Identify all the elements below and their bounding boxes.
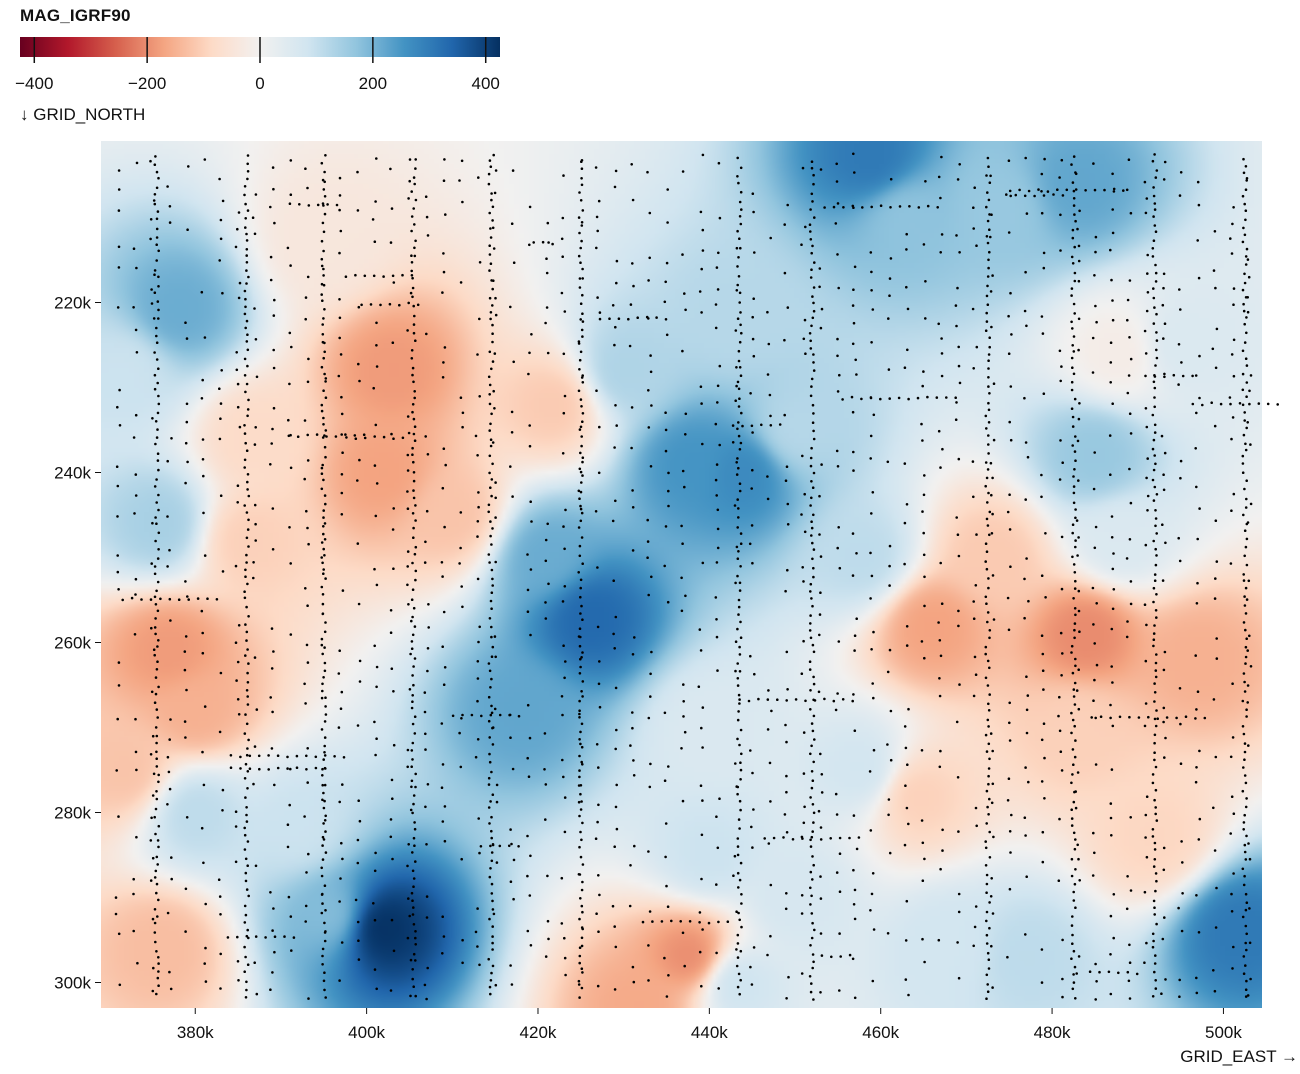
y-tick-label: 280k [54,804,91,823]
colorbar: −400 −200 0 200 400 [15,37,500,93]
colorbar-title: MAG_IGRF90 [20,6,131,25]
x-tick-label: 420k [520,1023,557,1042]
x-tick-label: 380k [177,1023,214,1042]
x-tick-label: 500k [1205,1023,1242,1042]
y-tick-label: 300k [54,974,91,993]
x-tick-label: 460k [862,1023,899,1042]
y-axis: 220k 240k 260k 280k 300k [54,294,101,993]
colorbar-tick-label: 200 [359,74,387,93]
y-tick-label: 240k [54,464,91,483]
colorbar-tick-label: 0 [255,74,264,93]
x-tick-label: 400k [348,1023,385,1042]
y-tick-label: 260k [54,634,91,653]
heatmap-image [101,141,1262,1008]
colorbar-tick-label: −400 [15,74,53,93]
survey-points [114,152,1279,1001]
x-tick-label: 480k [1034,1023,1071,1042]
x-tick-label: 440k [691,1023,728,1042]
survey-point-marks [114,152,1279,1001]
y-tick-label: 220k [54,294,91,313]
colorbar-tick-label: −200 [128,74,166,93]
x-axis-title: GRID_EAST → [1180,1047,1298,1066]
plot-area [101,141,1262,1008]
y-axis-title: ↓ GRID_NORTH [20,105,145,124]
x-axis: 380k 400k 420k 440k 460k 480k 500k [177,1008,1242,1042]
colorbar-tick-label: 400 [472,74,500,93]
